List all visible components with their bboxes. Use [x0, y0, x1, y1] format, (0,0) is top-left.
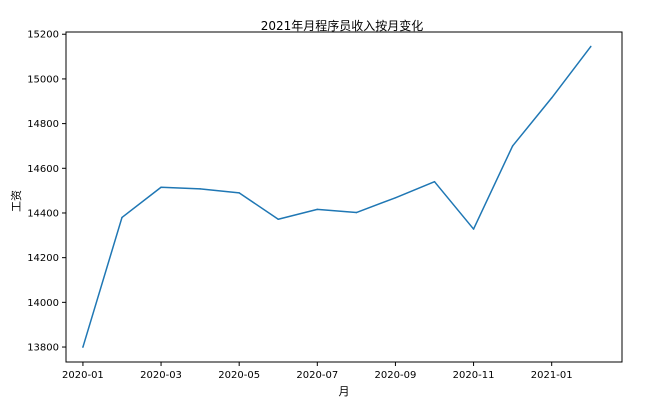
data-point	[277, 218, 279, 220]
x-axis: 2020-01 2020-03 2020-05 2020-07 2020-09 2020-…	[62, 362, 573, 381]
y-tick-label: 14200	[27, 253, 59, 264]
chart-title: 2021年月程序员收入按月变化	[261, 18, 424, 33]
x-tick-label: 2021-01	[531, 370, 573, 381]
data-point	[355, 211, 358, 214]
y-tick-label: 15000	[27, 74, 59, 85]
data-point	[394, 197, 397, 199]
y-tick-label: 14800	[27, 119, 59, 130]
y-axis-title: 工资	[10, 190, 23, 212]
x-tick-label: 2020-03	[140, 370, 182, 381]
data-point	[589, 45, 592, 48]
y-tick-label: 14600	[27, 164, 59, 175]
y-tick-label: 13800	[27, 343, 59, 354]
data-point	[160, 186, 162, 189]
x-tick-label: 2020-09	[375, 370, 417, 381]
plot-frame	[65, 31, 623, 363]
data-point	[472, 228, 475, 230]
y-tick-label: 15200	[27, 30, 59, 41]
data-point	[433, 180, 436, 183]
data-point	[511, 145, 514, 147]
data-point	[199, 188, 201, 190]
data-point	[238, 192, 240, 194]
series-line	[82, 45, 592, 348]
y-tick-label: 14000	[27, 298, 59, 309]
x-tick-label: 2020-07	[296, 370, 338, 381]
x-tick-label: 2020-05	[218, 370, 260, 381]
data-point	[82, 346, 84, 348]
x-axis-title: 月	[339, 385, 350, 398]
data-point	[550, 97, 553, 99]
x-tick-label: 2020-11	[453, 370, 495, 381]
data-point	[316, 208, 319, 211]
y-tick-label: 14400	[27, 208, 59, 219]
data-point	[121, 216, 123, 219]
series-layer	[82, 45, 592, 348]
y-axis: 13800 14000 14200 14400 14600 14800 15000 15200	[27, 30, 66, 354]
x-tick-label: 2020-01	[62, 370, 104, 381]
